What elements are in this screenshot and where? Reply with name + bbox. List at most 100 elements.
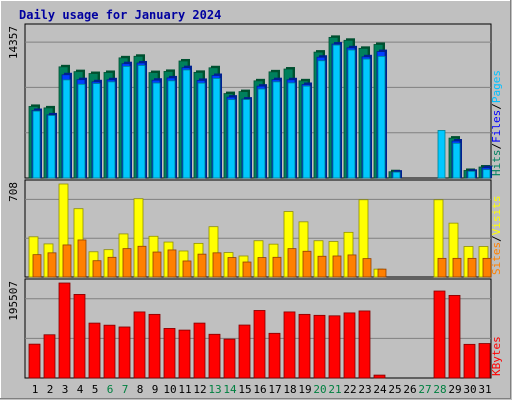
bar-sites-day-7 — [122, 248, 132, 278]
x-tick-label-19: 19 — [298, 383, 311, 396]
bar-sites-day-17 — [272, 256, 282, 278]
bar-pages-day-7 — [122, 66, 131, 179]
x-axis-day-labels: 1 2 3 4 5 6 7 8 9 10 11 12 13 14 15 16 17 18 19 20 21 22 23 24 2… — [32, 383, 492, 396]
legend-item: KBytes — [490, 336, 503, 376]
bar-sites-day-16 — [257, 257, 267, 278]
bar-kbytes-day-13 — [208, 333, 221, 379]
bar-kbytes-day-18 — [283, 311, 296, 379]
legend-visits-sites: Sites/Visits — [490, 196, 503, 276]
bar-pages-day-16 — [257, 88, 266, 179]
bar-pages-day-10 — [167, 80, 176, 179]
x-tick-label-8: 8 — [137, 383, 144, 396]
bar-pages-day-24 — [377, 55, 386, 179]
bar-pages-day-23 — [362, 58, 371, 179]
bar-sites-day-18 — [287, 248, 297, 278]
bar-sites-day-11 — [182, 260, 192, 278]
x-tick-label-25: 25 — [388, 383, 401, 396]
chart-title: Daily usage for January 2024 — [19, 8, 221, 22]
bar-pages-day-15 — [242, 99, 251, 179]
bar-kbytes-day-2 — [43, 334, 56, 379]
panel-visits-sites: 708 Sites/Visits — [7, 179, 503, 278]
bar-pages-day-4 — [77, 83, 86, 179]
bar-pages-day-31 — [482, 169, 491, 179]
bar-pages-day-18 — [287, 82, 296, 179]
legend-item: / — [490, 103, 503, 110]
x-tick-label-18: 18 — [283, 383, 296, 396]
bar-sites-day-12 — [197, 253, 207, 278]
bar-kbytes-day-10 — [163, 328, 176, 379]
x-tick-label-26: 26 — [403, 383, 416, 396]
bar-pages-day-17 — [272, 81, 281, 179]
bar-sites-day-28 — [437, 257, 447, 278]
x-tick-label-5: 5 — [92, 383, 99, 396]
x-tick-label-23: 23 — [358, 383, 371, 396]
x-tick-label-30: 30 — [463, 383, 476, 396]
bar-kbytes-day-6 — [103, 324, 116, 379]
bar-kbytes-day-21 — [328, 315, 341, 379]
bar-pages-day-11 — [182, 69, 191, 179]
panel-kbytes: 195507 KBytes — [7, 278, 503, 379]
legend-item: Sites — [490, 242, 503, 275]
max-value-label-kbytes: 195507 — [7, 281, 20, 321]
bar-sites-day-24 — [377, 268, 387, 278]
bar-pages-day-13 — [212, 78, 221, 179]
x-tick-label-20: 20 — [313, 383, 326, 396]
bar-kbytes-day-23 — [358, 310, 371, 379]
x-tick-label-13: 13 — [208, 383, 221, 396]
max-value-label-hits-files-pages: 14357 — [7, 26, 20, 59]
x-tick-label-3: 3 — [62, 383, 69, 396]
legend-item: Visits — [490, 196, 503, 236]
x-tick-label-6: 6 — [107, 383, 114, 396]
bar-kbytes-day-20 — [313, 314, 326, 379]
x-tick-label-15: 15 — [238, 383, 251, 396]
bar-kbytes-day-3 — [58, 282, 71, 379]
bar-kbytes-day-9 — [148, 313, 161, 379]
bar-sites-day-22 — [347, 254, 357, 278]
bar-kbytes-day-14 — [223, 338, 236, 379]
legend-item: Files — [490, 110, 503, 143]
x-tick-label-17: 17 — [268, 383, 281, 396]
legend-item: Pages — [490, 70, 503, 103]
bar-kbytes-day-30 — [463, 343, 476, 379]
bar-sites-day-10 — [167, 249, 177, 278]
x-tick-label-14: 14 — [223, 383, 237, 396]
bar-pages-day-22 — [347, 49, 356, 179]
x-tick-label-4: 4 — [77, 383, 84, 396]
x-tick-label-2: 2 — [47, 383, 54, 396]
bar-kbytes-day-4 — [73, 294, 86, 379]
x-tick-label-1: 1 — [32, 383, 39, 396]
bar-pages-day-19 — [302, 85, 311, 179]
bar-kbytes-day-5 — [88, 322, 101, 379]
bar-kbytes-day-8 — [133, 311, 146, 379]
bar-pages-day-14 — [227, 99, 236, 179]
bar-sites-day-19 — [302, 250, 312, 278]
bar-kbytes-day-17 — [268, 332, 281, 379]
bar-sites-day-31 — [482, 257, 492, 278]
x-tick-label-11: 11 — [178, 383, 191, 396]
bar-sites-day-8 — [137, 245, 147, 278]
bar-kbytes-day-22 — [343, 312, 356, 379]
bar-sites-day-4 — [77, 239, 87, 278]
bar-kbytes-day-7 — [118, 326, 131, 379]
bar-sites-day-9 — [152, 251, 162, 278]
bar-sites-day-20 — [317, 255, 327, 278]
bar-pages-day-5 — [92, 83, 101, 179]
bar-pages-day-28 — [437, 130, 446, 179]
legend-kbytes: KBytes — [490, 336, 503, 376]
bar-sites-day-6 — [107, 256, 117, 278]
bar-pages-day-6 — [107, 81, 116, 179]
bar-pages-day-9 — [152, 82, 161, 179]
bar-kbytes-day-11 — [178, 329, 191, 379]
x-tick-label-27: 27 — [418, 383, 431, 396]
x-tick-label-12: 12 — [193, 383, 206, 396]
x-tick-label-22: 22 — [343, 383, 356, 396]
bar-sites-day-3 — [62, 244, 72, 278]
bar-kbytes-day-16 — [253, 310, 266, 379]
bar-kbytes-day-15 — [238, 324, 251, 379]
bar-sites-day-21 — [332, 255, 342, 278]
bar-sites-day-30 — [467, 257, 477, 278]
bar-sites-day-5 — [92, 260, 102, 278]
legend-item: Hits — [490, 150, 503, 177]
